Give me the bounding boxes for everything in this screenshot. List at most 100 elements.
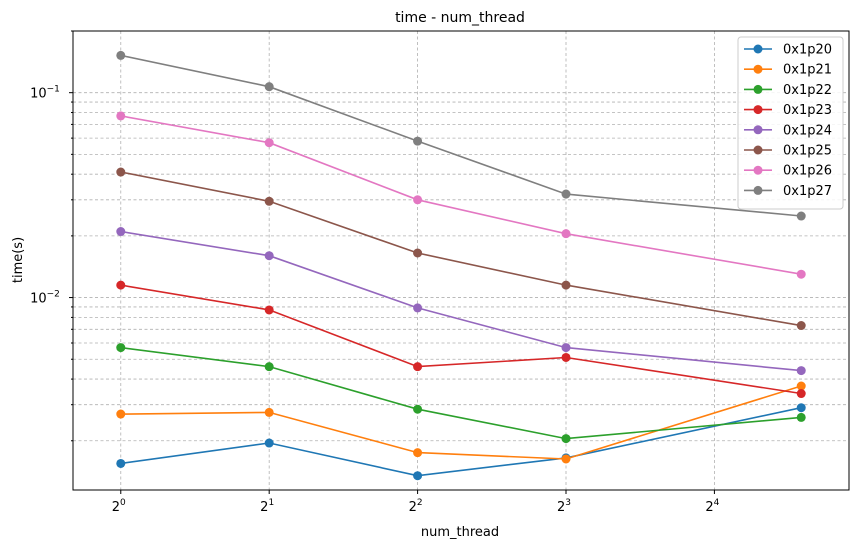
data-point	[561, 343, 571, 353]
legend-box	[737, 36, 844, 210]
data-point	[413, 448, 423, 458]
data-point	[264, 362, 274, 372]
legend-item: 0x1p27	[744, 184, 832, 199]
legend-label: 0x1p26	[783, 164, 832, 179]
x-tick-exponent: 4	[714, 498, 720, 508]
x-tick-exponent: 2	[417, 498, 423, 508]
x-tick-base: 2	[409, 500, 417, 515]
x-axis: 20 21 22 23 24	[112, 490, 720, 515]
chart-title: time - num_thread	[395, 10, 525, 26]
series-0x1p22	[116, 343, 806, 444]
legend-marker	[753, 84, 763, 94]
data-point	[413, 362, 423, 372]
x-tick-label: 24	[705, 498, 719, 515]
legend-item: 0x1p26	[744, 164, 832, 179]
data-point	[796, 366, 806, 376]
x-tick-exponent: 1	[268, 498, 274, 508]
y-axis: 10−210−1	[30, 30, 73, 442]
legend-label: 0x1p27	[783, 184, 832, 199]
series-line	[120, 230, 802, 372]
data-point	[561, 434, 571, 444]
data-point	[264, 82, 274, 92]
legend-label: 0x1p25	[783, 144, 832, 159]
x-tick-base: 2	[112, 500, 120, 515]
data-point	[264, 138, 274, 148]
data-point	[413, 248, 423, 258]
legend-label: 0x1p20	[783, 43, 832, 58]
data-point	[561, 189, 571, 199]
series-0x1p20	[116, 403, 806, 481]
data-point	[561, 454, 571, 464]
data-point	[116, 458, 126, 468]
y-tick-label: 10−2	[30, 290, 60, 307]
data-point	[116, 111, 126, 121]
legend-item: 0x1p21	[744, 63, 832, 78]
data-point	[796, 269, 806, 279]
x-tick-label: 21	[260, 498, 274, 515]
legend-label: 0x1p21	[783, 63, 832, 78]
data-point	[116, 409, 126, 419]
series-0x1p21	[116, 381, 806, 464]
data-point	[561, 352, 571, 362]
x-tick-base: 2	[705, 500, 713, 515]
data-point	[796, 389, 806, 399]
data-point	[116, 343, 126, 353]
data-point	[413, 303, 423, 313]
y-axis-label: time(s)	[11, 237, 26, 283]
y-tick-label: 10−1	[30, 85, 60, 102]
series-line	[120, 385, 802, 460]
legend-label: 0x1p22	[783, 83, 832, 98]
plot-frame	[72, 30, 850, 491]
legend-item: 0x1p22	[744, 83, 832, 98]
data-point	[264, 196, 274, 206]
data-point	[796, 211, 806, 221]
legend-item: 0x1p20	[744, 43, 832, 58]
legend-marker	[753, 64, 763, 74]
x-tick-label: 20	[112, 498, 126, 515]
y-tick-base: 10	[30, 87, 47, 102]
series-line	[120, 284, 802, 395]
x-tick-base: 2	[260, 500, 268, 515]
data-point	[264, 407, 274, 417]
x-tick-exponent: 0	[120, 498, 126, 508]
data-point	[413, 404, 423, 414]
legend-marker	[753, 125, 763, 135]
x-axis-label: num_thread	[421, 525, 499, 540]
data-point	[264, 305, 274, 315]
data-point	[561, 280, 571, 290]
data-point	[116, 227, 126, 237]
data-point	[264, 251, 274, 261]
data-point	[413, 471, 423, 481]
grid	[73, 30, 849, 490]
legend-item: 0x1p24	[744, 123, 832, 138]
data-point	[796, 403, 806, 413]
data-point	[116, 167, 126, 177]
data-point	[561, 229, 571, 239]
y-tick-exponent: −1	[47, 85, 60, 95]
legend-marker	[753, 105, 763, 115]
legend-marker	[753, 44, 763, 54]
x-tick-label: 23	[557, 498, 571, 515]
data-point	[413, 136, 423, 146]
data-point	[116, 50, 126, 60]
y-tick-base: 10	[30, 292, 47, 307]
data-point	[116, 280, 126, 290]
x-tick-base: 2	[557, 500, 565, 515]
data-point	[796, 381, 806, 391]
legend-marker	[753, 185, 763, 195]
series-layer	[116, 50, 806, 481]
x-tick-exponent: 3	[565, 498, 571, 508]
data-point	[264, 438, 274, 448]
legend-marker	[753, 145, 763, 155]
legend: 0x1p20 0x1p21 0x1p22 0x1p23 0x1p24 0x1p25 0x1p…	[737, 36, 844, 210]
legend-marker	[753, 165, 763, 175]
series-0x1p23	[116, 280, 806, 399]
data-point	[413, 195, 423, 205]
legend-item: 0x1p25	[744, 144, 832, 159]
series-line	[120, 115, 802, 275]
y-tick-exponent: −2	[47, 290, 60, 300]
legend-item: 0x1p23	[744, 103, 832, 118]
legend-label: 0x1p23	[783, 103, 832, 118]
data-point	[796, 412, 806, 422]
